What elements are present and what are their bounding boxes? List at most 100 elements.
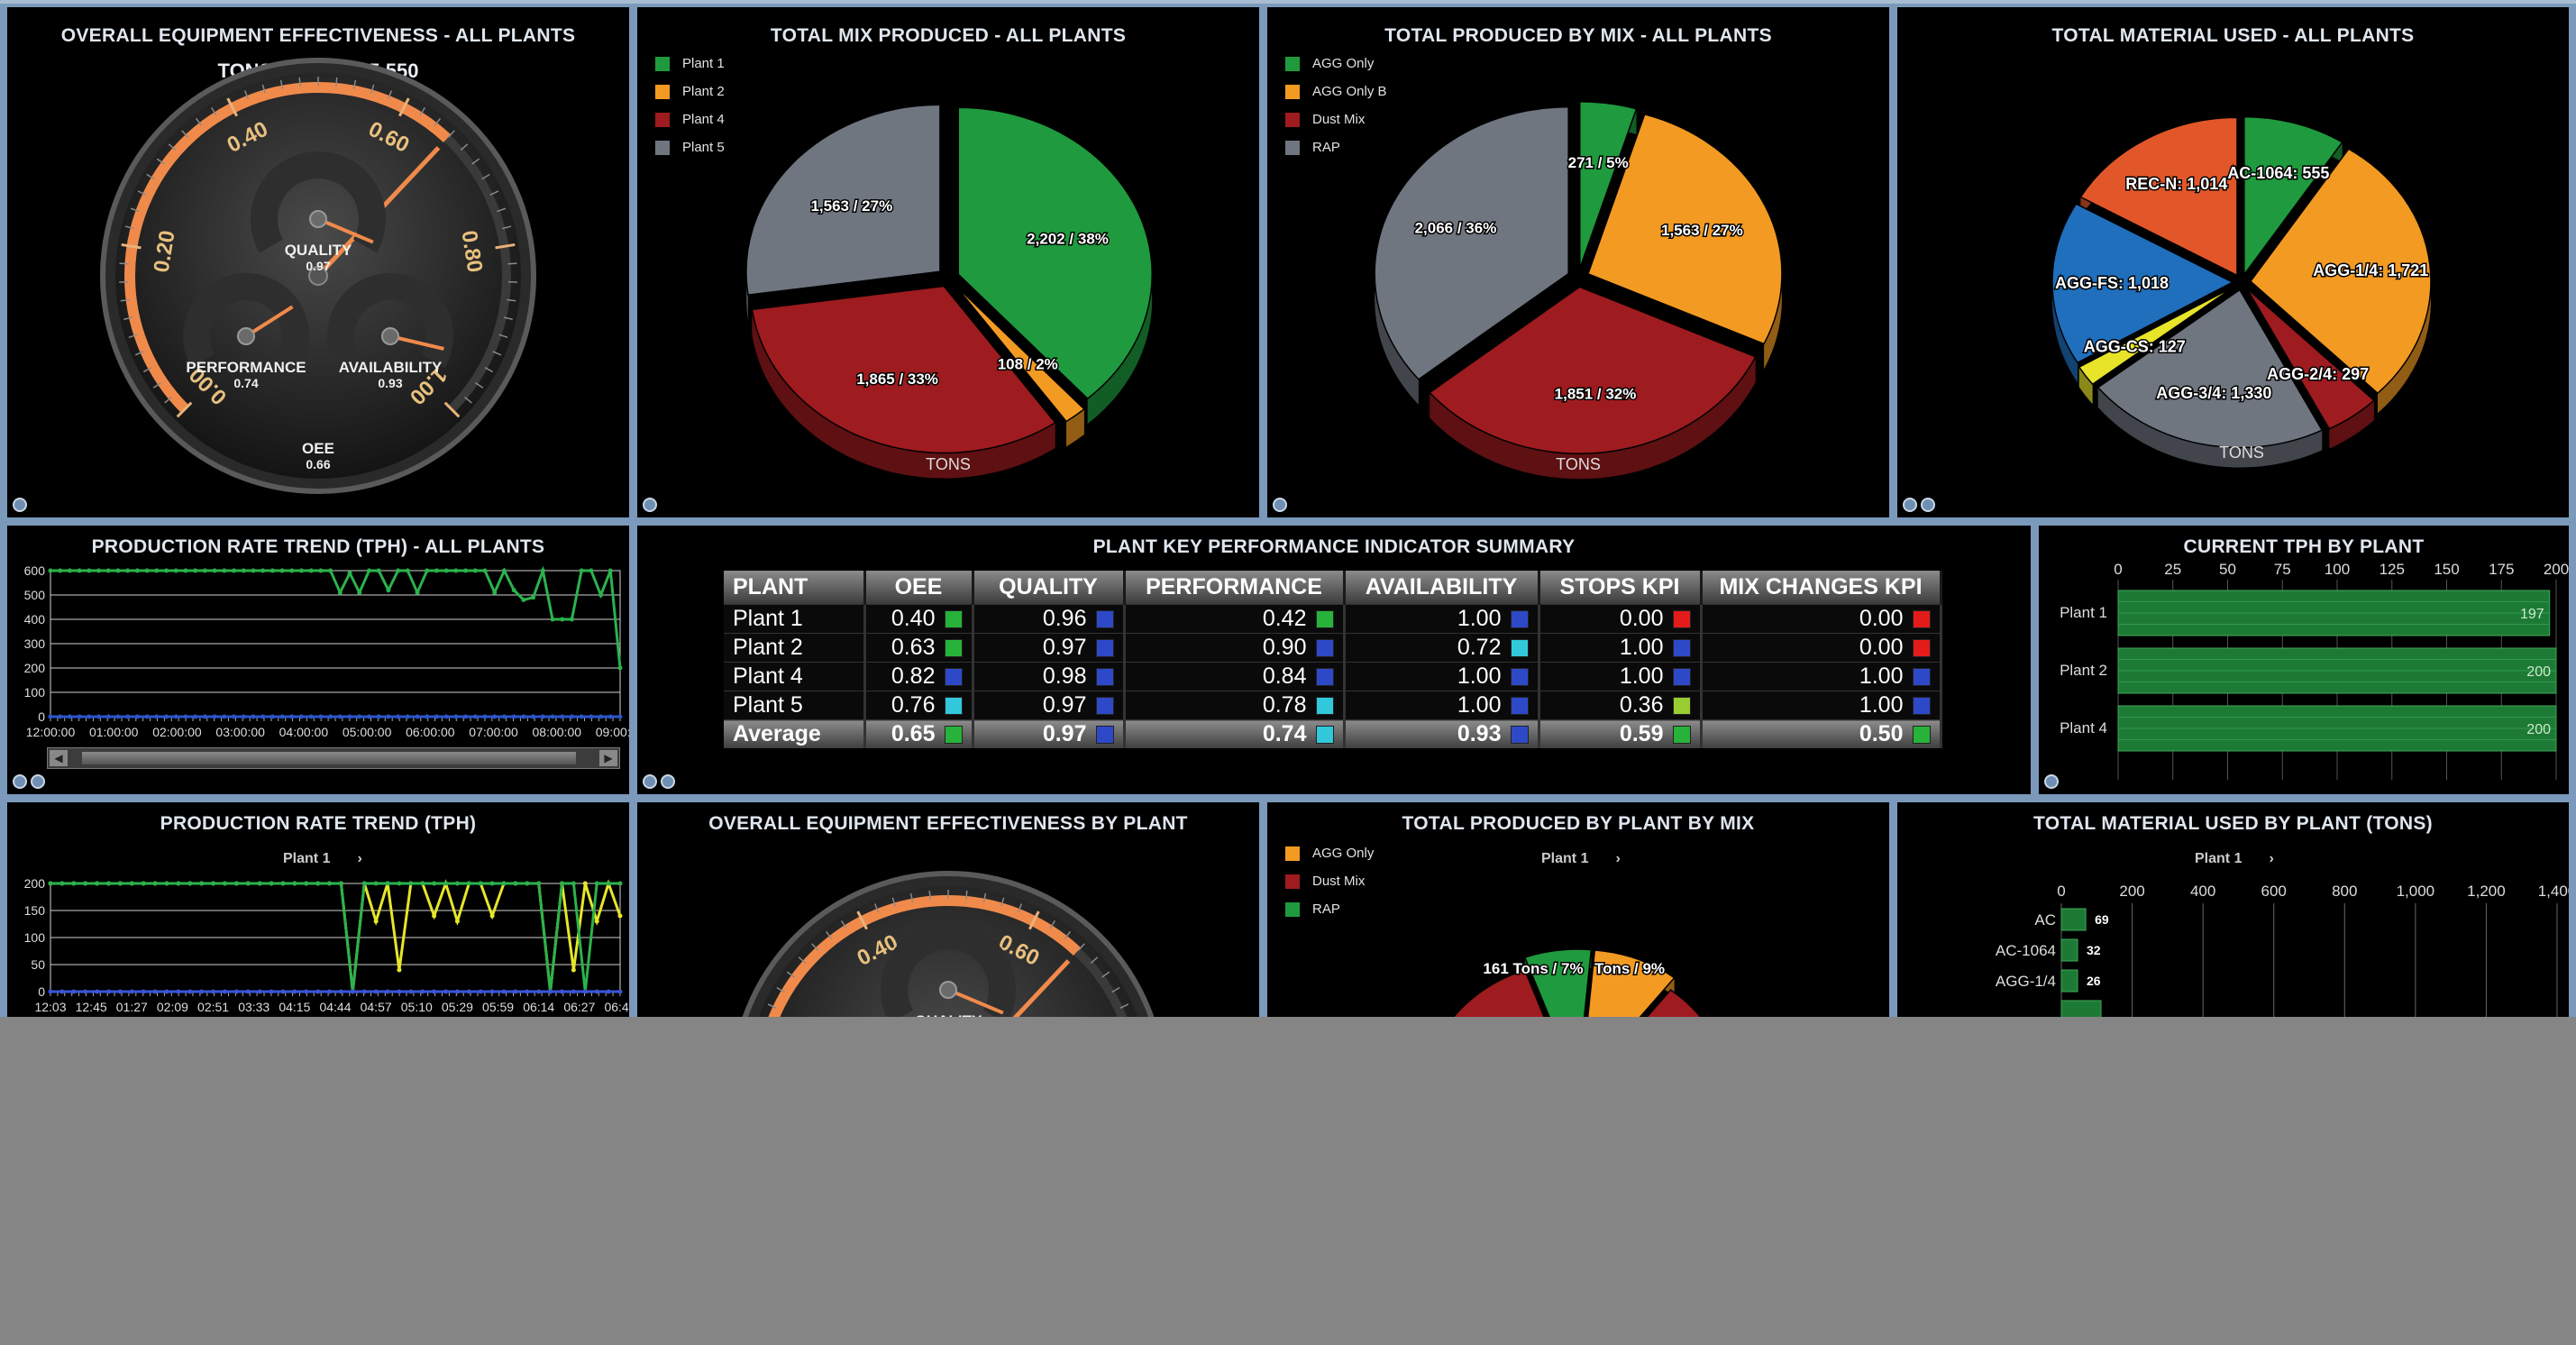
subdial-value: 0.93 [378,376,402,390]
kpi-value: 0.82 [891,663,936,689]
panel-list-button[interactable] [1921,498,1935,512]
x-tick-label: 06:00:00 [406,725,455,739]
kpi-value: 1.00 [1619,635,1664,660]
col-quality[interactable]: QUALITY [973,571,1126,605]
panel-menu-button[interactable] [643,498,657,512]
series-point [67,714,72,719]
kpi-row[interactable]: Plant 2 0.63 0.97 0.90 0.72 1.00 0.00 [724,633,1942,663]
series-point [582,989,588,994]
series-point [598,592,604,598]
kpi-value: 0.72 [1457,635,1502,660]
series-point [361,881,367,886]
series-point [511,588,516,593]
col-stops-kpi[interactable]: STOPS KPI [1539,571,1703,605]
kpi-status-indicator [1095,668,1114,686]
panel-menu-button[interactable] [1273,498,1287,512]
scroll-right-button[interactable]: ▶ [599,750,617,766]
gauge-tick [497,207,507,213]
pie-slice [2078,286,2235,386]
pie-data-label: AGG-3/4: 1,330 [2156,384,2271,402]
series-point [152,881,158,886]
swatch [1285,874,1300,889]
panel-menu-button[interactable] [13,774,27,789]
kpi-average-row[interactable]: Average 0.65 0.97 0.74 0.93 0.59 0.50 [724,719,1942,748]
plant-selector[interactable]: Plant 1 › [2195,851,2274,867]
kpi-status-indicator [1095,726,1114,744]
series-point [299,568,305,573]
legend-item: RAP [1285,901,1374,917]
pie-axis-label: TONS [2219,444,2264,462]
kpi-value: 0.59 [1619,721,1664,746]
series-point [308,714,314,719]
kpi-status-indicator [1510,697,1529,715]
panel-title: TOTAL PRODUCED BY MIX - ALL PLANTS [1384,25,1772,46]
panel-menu-button[interactable] [2044,774,2059,789]
swatch [655,112,670,127]
panel-list-button[interactable] [661,774,675,789]
kpi-value: 0.90 [1262,635,1307,660]
gauge-tick [1064,930,1072,939]
kpi-value: 0.40 [891,606,936,631]
series-point [397,881,402,886]
bar-value-label: 32 [2087,943,2101,957]
chevron-right-icon[interactable]: › [1615,851,1621,866]
gauge-tick [786,971,795,978]
bar-value-label: 200 [2526,664,2551,680]
series-point [269,881,274,886]
series-point [550,617,555,622]
series-point [211,881,216,886]
subdial-label: AVAILABILITY [339,359,443,376]
series-point [432,881,437,886]
series-point [315,881,321,886]
series-point [59,989,65,994]
series-point [478,881,483,886]
pie-data-label: 271 / 5% [1568,154,1629,171]
series-point [232,568,237,573]
pie-axis-label: TONS [926,455,971,473]
series-point [212,714,217,719]
pie-data-label: AGG-FS: 1,018 [2055,274,2169,292]
series-point [489,881,495,886]
subdial-hub [237,327,255,345]
x-tick-label: 400 [2190,883,2215,900]
series-point [222,989,227,994]
panel-menu-button[interactable] [643,774,657,789]
chevron-right-icon[interactable]: › [2269,851,2274,866]
time-scrollbar[interactable]: ◀ ▶ [47,747,620,769]
series-point [279,714,285,719]
kpi-row[interactable]: Plant 4 0.82 0.98 0.84 1.00 1.00 1.00 [724,662,1942,691]
gauge-tick [1101,971,1110,978]
bar [2060,969,2078,993]
col-performance[interactable]: PERFORMANCE [1124,571,1346,605]
scroll-thumb[interactable] [82,752,576,764]
chevron-right-icon[interactable]: › [357,851,362,866]
kpi-row[interactable]: Plant 1 0.40 0.96 0.42 1.00 0.00 0.00 [724,604,1942,634]
gauge-tick [1028,910,1040,930]
panel-title: OVERALL EQUIPMENT EFFECTIVENESS - ALL PL… [60,25,576,46]
series-point [187,881,193,886]
pie-slice [1523,948,1593,1017]
scroll-left-button[interactable]: ◀ [50,750,68,766]
pie-slice-side [1430,356,1756,480]
bar-category-label: AC-1064 [1996,942,2056,959]
panel-menu-button[interactable] [13,498,27,512]
plant-selector[interactable]: Plant 1 › [1541,851,1621,867]
x-tick-label: 1,200 [2467,883,2506,900]
gauge-tick [507,298,516,302]
series-point [594,881,599,886]
col-mix-changes-kpi[interactable]: MIX CHANGES KPI [1701,571,1942,605]
series-point [606,989,611,994]
kpi-cell-performance: 0.78 [1124,691,1346,720]
panel-list-button[interactable] [31,774,45,789]
gauge-tick [181,130,189,138]
plant-selector[interactable]: Plant 1 › [283,851,362,867]
col-oee[interactable]: OEE [864,571,974,605]
legend-label: Dust Mix [1312,874,1366,889]
col-availability[interactable]: AVAILABILITY [1344,571,1540,605]
legend-label: AGG Only B [1312,84,1387,99]
series-point [607,568,613,573]
panel-menu-button[interactable] [1903,498,1917,512]
col-plant[interactable]: PLANT [724,571,866,605]
series-point [443,568,449,573]
kpi-row[interactable]: Plant 5 0.76 0.97 0.78 1.00 0.36 1.00 [724,691,1942,720]
